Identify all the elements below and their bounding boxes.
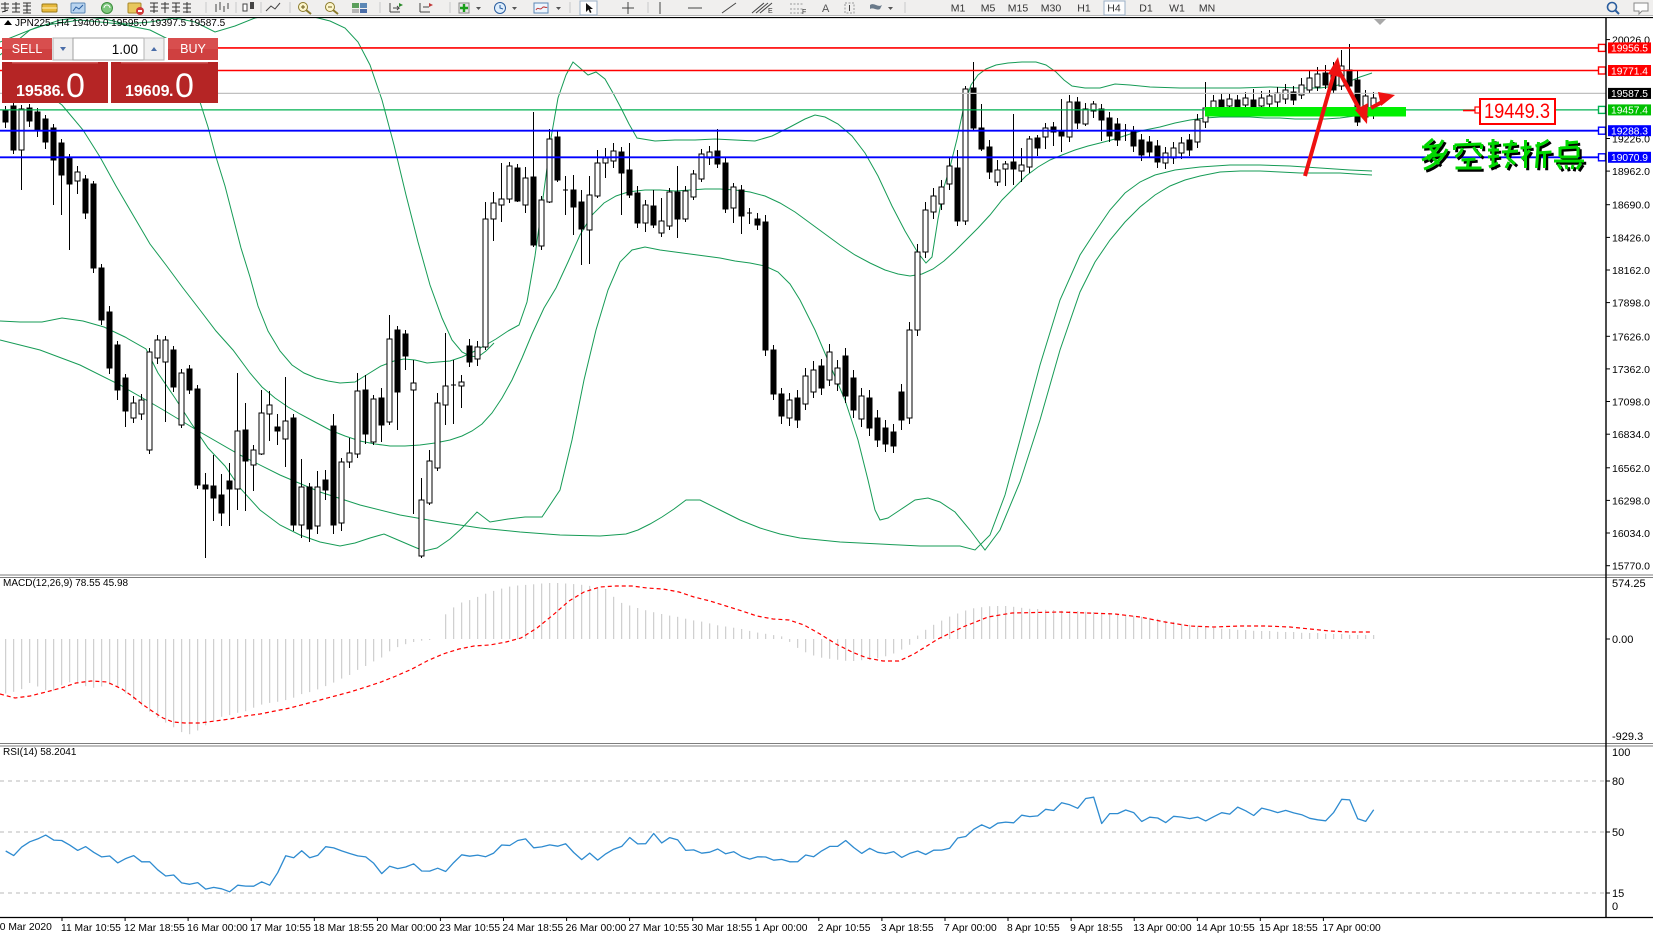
svg-text:10 Mar 2020: 10 Mar 2020 [0, 922, 52, 933]
svg-text:23 Mar 10:55: 23 Mar 10:55 [439, 923, 500, 934]
svg-text:18 Mar 18:55: 18 Mar 18:55 [313, 923, 374, 934]
svg-text:19449.3: 19449.3 [1484, 100, 1550, 123]
svg-text:A: A [822, 3, 830, 15]
svg-text:0: 0 [1612, 901, 1618, 913]
svg-text:.: . [60, 83, 64, 100]
svg-text:1 Apr 00:00: 1 Apr 00:00 [755, 923, 808, 934]
svg-text:19070.9: 19070.9 [1611, 153, 1648, 164]
svg-text:27 Mar 10:55: 27 Mar 10:55 [629, 923, 690, 934]
svg-text:11 Mar 10:55: 11 Mar 10:55 [61, 923, 121, 934]
svg-text:M15: M15 [1008, 3, 1029, 15]
svg-text:0: 0 [66, 67, 85, 105]
svg-text:H4: H4 [1107, 3, 1121, 15]
svg-text:JPN225-,H4 19400.0 19595.0 19: JPN225-,H4 19400.0 19595.0 19397.5 19587… [15, 18, 226, 29]
svg-text:19609: 19609 [125, 83, 170, 100]
svg-text:19956.5: 19956.5 [1611, 44, 1648, 55]
svg-text:MN: MN [1199, 3, 1215, 15]
svg-text:18426.0: 18426.0 [1612, 232, 1650, 244]
svg-text:BUY: BUY [180, 42, 206, 56]
svg-text:RSI(14) 58.2041: RSI(14) 58.2041 [3, 747, 77, 758]
svg-text:19586: 19586 [16, 83, 61, 100]
svg-text:19771.4: 19771.4 [1611, 66, 1648, 77]
svg-text:3 Apr 18:55: 3 Apr 18:55 [881, 923, 934, 934]
svg-text:H1: H1 [1077, 3, 1091, 15]
svg-text:9 Apr 18:55: 9 Apr 18:55 [1070, 923, 1123, 934]
svg-text:17362.0: 17362.0 [1612, 364, 1650, 376]
svg-text:M5: M5 [981, 3, 996, 15]
svg-text:17 Apr 00:00: 17 Apr 00:00 [1322, 923, 1381, 934]
svg-text:80: 80 [1612, 776, 1624, 788]
svg-text:E: E [768, 8, 773, 15]
svg-text:2 Apr 10:55: 2 Apr 10:55 [818, 923, 871, 934]
svg-text:18962.0: 18962.0 [1612, 166, 1650, 178]
svg-text:.: . [169, 83, 173, 100]
svg-text:7 Apr 00:00: 7 Apr 00:00 [944, 923, 997, 934]
svg-text:19226.0: 19226.0 [1612, 134, 1650, 146]
svg-text:17626.0: 17626.0 [1612, 331, 1650, 343]
svg-text:16834.0: 16834.0 [1612, 429, 1650, 441]
svg-text:18162.0: 18162.0 [1612, 265, 1650, 277]
svg-text:1.00: 1.00 [112, 42, 138, 57]
svg-text:16034.0: 16034.0 [1612, 528, 1650, 540]
svg-text:D1: D1 [1139, 3, 1153, 15]
svg-text:19457.4: 19457.4 [1611, 106, 1648, 117]
svg-text:50: 50 [1612, 827, 1624, 839]
svg-text:14 Apr 10:55: 14 Apr 10:55 [1196, 923, 1255, 934]
svg-text:18690.0: 18690.0 [1612, 200, 1650, 212]
svg-text:16 Mar 00:00: 16 Mar 00:00 [187, 923, 248, 934]
svg-text:26 Mar 00:00: 26 Mar 00:00 [566, 923, 627, 934]
svg-text:F: F [802, 9, 806, 16]
svg-text:-929.3: -929.3 [1612, 731, 1643, 743]
svg-text:15 Apr 18:55: 15 Apr 18:55 [1259, 923, 1318, 934]
svg-text:17898.0: 17898.0 [1612, 298, 1650, 310]
svg-text:8 Apr 10:55: 8 Apr 10:55 [1007, 923, 1060, 934]
svg-text:MACD(12,26,9) 78.55 45.98: MACD(12,26,9) 78.55 45.98 [3, 578, 129, 589]
svg-text:19587.5: 19587.5 [1611, 89, 1648, 100]
svg-text:20 Mar 00:00: 20 Mar 00:00 [376, 923, 437, 934]
svg-text:100: 100 [1612, 747, 1630, 759]
svg-text:M1: M1 [951, 3, 966, 15]
svg-text:13 Apr 00:00: 13 Apr 00:00 [1133, 923, 1192, 934]
svg-text:17098.0: 17098.0 [1612, 397, 1650, 409]
svg-text:SELL: SELL [12, 42, 43, 56]
svg-text:16562.0: 16562.0 [1612, 463, 1650, 475]
svg-text:W1: W1 [1169, 3, 1185, 15]
svg-text:574.25: 574.25 [1612, 578, 1646, 590]
svg-text:15770.0: 15770.0 [1612, 561, 1650, 573]
svg-text:16298.0: 16298.0 [1612, 495, 1650, 507]
svg-text:19288.3: 19288.3 [1611, 127, 1648, 138]
svg-text:17 Mar 10:55: 17 Mar 10:55 [250, 923, 311, 934]
svg-text:M30: M30 [1041, 3, 1062, 15]
svg-text:15: 15 [1612, 888, 1624, 900]
svg-text:0.00: 0.00 [1612, 634, 1633, 646]
svg-text:24 Mar 18:55: 24 Mar 18:55 [503, 923, 564, 934]
svg-text:0: 0 [175, 67, 194, 105]
svg-text:12 Mar 18:55: 12 Mar 18:55 [124, 923, 185, 934]
svg-text:30 Mar 18:55: 30 Mar 18:55 [692, 923, 753, 934]
